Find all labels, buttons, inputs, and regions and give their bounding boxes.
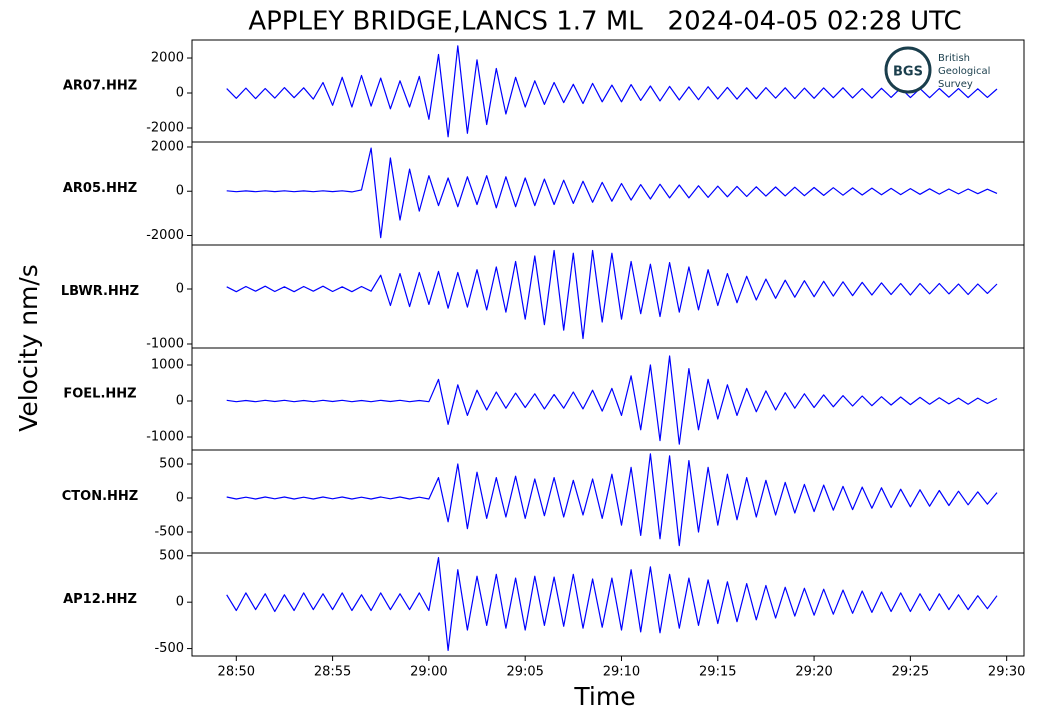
panel-frame — [191, 552, 1025, 657]
logo-text: Survey — [938, 79, 973, 90]
panel-label: FOEL.HHZ — [63, 387, 136, 402]
y-tick-label: 0 — [176, 393, 184, 408]
y-axis-label: Velocity nm/s — [14, 264, 43, 432]
y-tick-label: -1000 — [146, 430, 184, 445]
logo-mark: BGS — [893, 65, 923, 80]
y-tick-label: -1000 — [146, 336, 184, 351]
panel-label: LBWR.HHZ — [61, 284, 139, 299]
trace — [226, 249, 998, 340]
x-tick-label: 29:05 — [506, 665, 543, 680]
y-tick-label: -2000 — [146, 228, 184, 243]
y-tick-label: 500 — [159, 548, 184, 563]
x-tick-label: 28:50 — [218, 665, 255, 680]
y-tick-label: -500 — [154, 641, 184, 656]
logo-ring — [884, 46, 932, 94]
y-tick-label: 0 — [176, 281, 184, 296]
trace — [226, 556, 998, 652]
y-tick-label: 500 — [159, 457, 184, 472]
chart-title: APPLEY BRIDGE,LANCS 1.7 ML 2024-04-05 02… — [248, 7, 961, 37]
x-tick-label: 29:20 — [795, 665, 832, 680]
panel-label: AR07.HHZ — [63, 79, 137, 94]
logo-text: Geological — [938, 66, 990, 77]
y-tick-label: 0 — [176, 86, 184, 101]
y-tick-label: -2000 — [146, 121, 184, 136]
panel-label: CTON.HHZ — [62, 489, 138, 504]
y-tick-label: 2000 — [151, 51, 184, 66]
y-tick-label: 0 — [176, 490, 184, 505]
y-tick-label: 0 — [176, 595, 184, 610]
x-tick-label: 29:25 — [892, 665, 929, 680]
logo-text: British — [938, 53, 970, 64]
x-tick-label: 29:00 — [410, 665, 447, 680]
trace — [226, 45, 998, 138]
panel-label: AR05.HHZ — [63, 181, 137, 196]
x-axis-label: Time — [573, 682, 635, 711]
y-tick-label: -500 — [154, 524, 184, 539]
trace — [226, 453, 998, 547]
y-tick-label: 0 — [176, 184, 184, 199]
panel-frame — [191, 244, 1025, 349]
logo: BGS British Geological Survey — [884, 46, 990, 94]
trace — [226, 147, 998, 239]
x-tick-label: 29:15 — [699, 665, 736, 680]
x-tick-label: 28:55 — [314, 665, 351, 680]
trace — [226, 355, 998, 445]
panel-frame — [191, 449, 1025, 554]
y-tick-label: 1000 — [151, 357, 184, 372]
x-tick-label: 29:10 — [603, 665, 640, 680]
y-tick-label: 2000 — [151, 139, 184, 154]
panel-label: AP12.HHZ — [63, 592, 137, 607]
x-tick-label: 29:30 — [988, 665, 1025, 680]
